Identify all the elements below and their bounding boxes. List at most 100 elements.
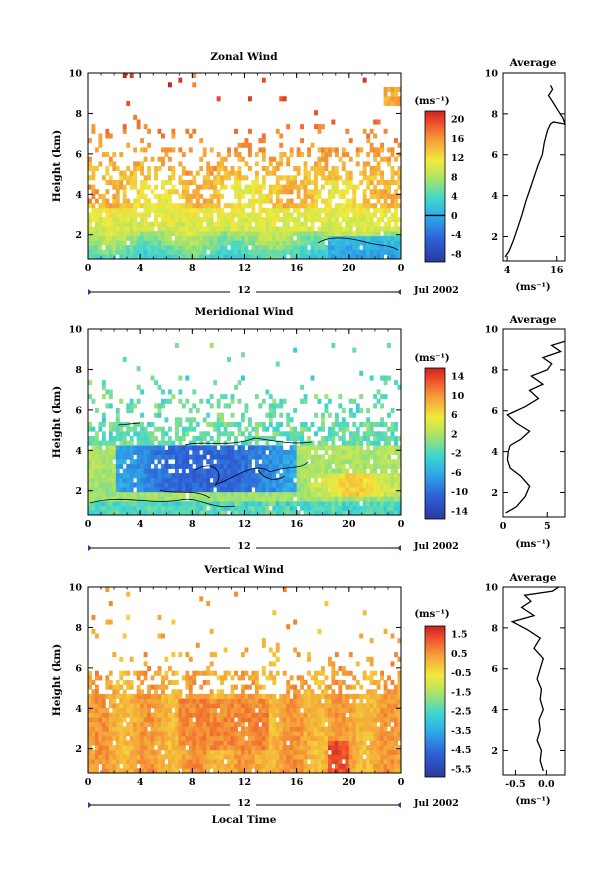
zonal-wind-field-cell [397, 166, 401, 172]
zonal-wind-field-cell [185, 226, 190, 232]
vertical-wind-field-cell [247, 763, 252, 769]
zonal-wind-field-cell [230, 212, 235, 218]
vertical-wind-field-cell [251, 740, 256, 746]
meridional-wind-field-cell [171, 477, 176, 483]
vertical-wind-field-cell [140, 749, 145, 755]
meridional-wind-field-cell [150, 449, 155, 455]
meridional-wind-field-cell [140, 445, 145, 451]
meridional-wind-field-cell [327, 505, 332, 511]
vertical-wind-field-cell [275, 768, 280, 773]
zonal-wind-field-cell [272, 207, 277, 213]
zonal-wind-x-tick-label: 8 [189, 263, 196, 274]
vertical-wind-field-cell [91, 735, 96, 741]
zonal-wind-field-cell [209, 235, 214, 241]
zonal-wind-field-cell [136, 231, 141, 237]
meridional-wind-field-cell [223, 394, 228, 400]
meridional-wind-field-cell [348, 412, 353, 418]
zonal-wind-field-cell [397, 175, 401, 181]
vertical-wind-field-cell [272, 768, 277, 773]
meridional-wind-field-cell [272, 459, 277, 465]
zonal-wind-average-x-tick-label: 16 [550, 265, 564, 276]
vertical-wind-field-cell [310, 689, 315, 695]
meridional-wind-field-cell [157, 491, 162, 497]
zonal-wind-field-cell [369, 189, 374, 195]
vertical-wind-field-cell [136, 721, 141, 727]
meridional-wind-field-cell [91, 468, 96, 474]
meridional-wind-field-cell [394, 380, 398, 386]
zonal-wind-field-cell [272, 170, 277, 176]
meridional-wind-field-cell [380, 459, 385, 465]
zonal-wind-field-cell [261, 217, 266, 223]
vertical-wind-field-cell [220, 712, 225, 718]
vertical-wind-field-cell [286, 684, 291, 690]
zonal-wind-field-cell [112, 193, 117, 199]
meridional-wind-field-cell [258, 505, 263, 511]
vertical-wind-field-cell [154, 731, 158, 737]
vertical-wind-field-cell [171, 759, 176, 765]
zonal-wind-field-cell [133, 249, 138, 255]
vertical-wind-field-cell [119, 740, 124, 746]
meridional-wind-field-cell [324, 468, 329, 474]
meridional-wind-field-cell [331, 487, 336, 493]
zonal-wind-field-cell [247, 203, 252, 209]
meridional-wind-field-cell [223, 403, 228, 409]
meridional-wind-field-cell [300, 482, 305, 488]
meridional-wind-date-bar: 12 [88, 539, 401, 552]
zonal-wind-field-cell [199, 221, 204, 227]
meridional-wind-field-cell [143, 496, 148, 502]
zonal-wind-field-cell [258, 221, 263, 227]
meridional-wind-field-cell [282, 477, 287, 483]
meridional-wind-field-cell [216, 463, 221, 469]
zonal-wind-field-cell [286, 184, 291, 190]
vertical-wind-field-cell [247, 745, 252, 751]
vertical-wind-field-cell [178, 707, 183, 713]
zonal-wind-field-cell [338, 231, 343, 237]
meridional-wind-field-cell [206, 468, 211, 474]
zonal-wind-field-cell [154, 235, 158, 241]
zonal-wind-field-cell [390, 86, 395, 92]
zonal-wind-field-cell [251, 235, 256, 241]
zonal-wind-field-cell [188, 212, 193, 218]
zonal-wind-field-cell [303, 254, 308, 259]
zonal-wind-field-cell [296, 235, 301, 241]
vertical-wind-field-cell [199, 726, 204, 732]
meridional-wind-field-cell [241, 352, 245, 358]
zonal-wind-field-cell [321, 221, 325, 227]
vertical-wind-field-cell [261, 768, 266, 773]
meridional-wind-field-cell [324, 491, 329, 497]
zonal-wind-field-cell [307, 231, 311, 237]
zonal-wind-field-cell [98, 217, 103, 223]
zonal-wind-field-cell [307, 179, 311, 185]
meridional-wind-field-cell [321, 435, 325, 441]
vertical-wind-field-cell [307, 698, 311, 704]
zonal-wind-field-cell [202, 184, 207, 190]
vertical-wind-field-cell [115, 745, 120, 751]
zonal-wind-field-cell [164, 207, 169, 213]
vertical-wind-field-cell [147, 689, 151, 695]
meridional-wind-field-cell [310, 505, 315, 511]
zonal-wind-field-cell [199, 240, 204, 246]
vertical-wind-field-cell [178, 717, 183, 723]
zonal-wind-field-cell [122, 203, 127, 209]
meridional-wind-field-cell [265, 445, 270, 451]
zonal-wind-field-cell [161, 231, 165, 237]
vertical-wind-field-cell [115, 703, 120, 709]
meridional-wind-field-cell [216, 487, 221, 493]
meridional-wind-field-cell [387, 496, 391, 502]
zonal-wind-field-cell [310, 231, 315, 237]
zonal-wind-field-cell [296, 226, 301, 232]
zonal-wind-field-cell [366, 198, 371, 204]
vertical-wind-field-cell [140, 712, 145, 718]
meridional-wind-field-cell [394, 496, 398, 502]
meridional-wind-field-cell [247, 510, 252, 515]
zonal-wind-field-cell [154, 166, 158, 172]
vertical-wind-field-cell [307, 717, 311, 723]
vertical-wind-field-cell [261, 684, 266, 690]
vertical-wind-field-cell [119, 726, 124, 732]
zonal-wind-field-cell [272, 240, 277, 246]
vertical-wind-field-cell [303, 689, 308, 695]
zonal-wind-field-cell [362, 161, 367, 167]
zonal-wind-field-cell [112, 240, 117, 246]
